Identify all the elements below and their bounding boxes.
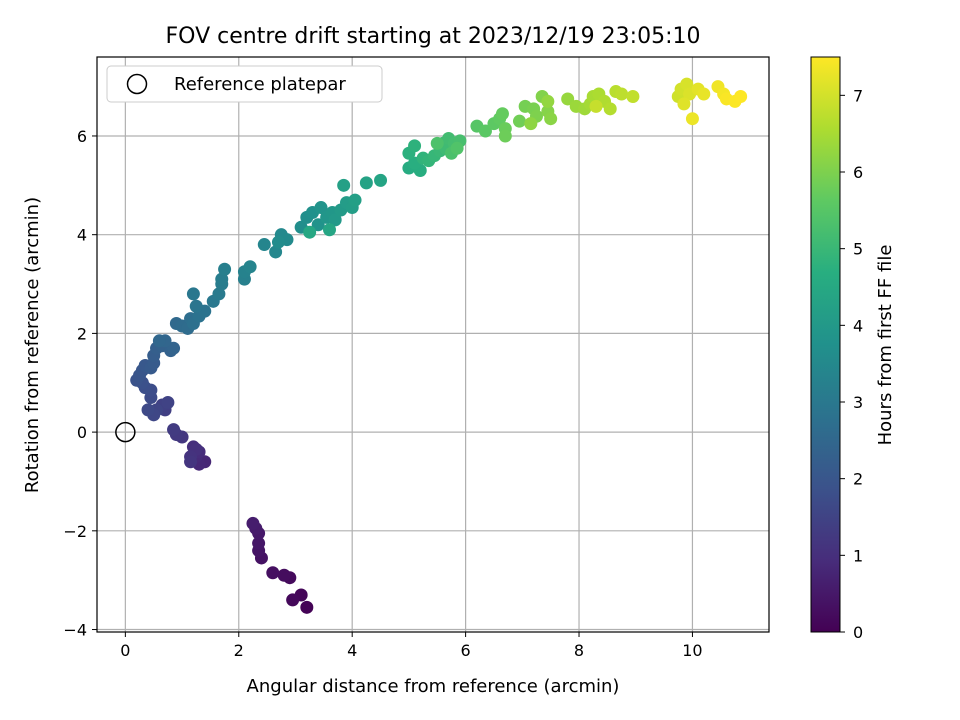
data-point-117	[541, 94, 555, 108]
data-point-59	[218, 262, 232, 276]
data-point-108	[498, 129, 512, 143]
x-tick-label: 4	[347, 641, 357, 660]
colorbar-tick-label: 7	[853, 86, 863, 105]
data-point-134	[677, 97, 691, 111]
data-point-8	[252, 536, 266, 550]
data-point-106	[495, 107, 509, 121]
data-point-45	[152, 334, 166, 348]
y-axis-label: Rotation from reference (arcmin)	[22, 197, 43, 493]
data-point-129	[589, 99, 603, 113]
data-point-137	[685, 112, 699, 126]
grid-lines	[97, 57, 769, 632]
data-point-103	[478, 124, 492, 138]
colorbar-gradient	[810, 56, 841, 633]
reference-point-marker	[115, 421, 136, 443]
data-point-116	[524, 117, 538, 131]
data-point-54	[186, 287, 200, 301]
plot-frame	[96, 56, 770, 633]
y-tick-label: 2	[77, 324, 87, 343]
data-point-125	[603, 102, 617, 116]
colorbar-tick-label: 2	[853, 470, 863, 489]
data-point-58	[215, 272, 229, 286]
data-point-2	[286, 593, 300, 607]
data-point-67	[271, 235, 285, 249]
colorbar-tick-label: 1	[853, 546, 863, 565]
colorbar-label: Hours from first FF file	[875, 245, 896, 446]
colorbar-tick-label: 3	[853, 393, 863, 412]
y-axis-ticks: −4 −2 0 2 4 6	[63, 127, 97, 640]
data-point-63	[257, 238, 271, 252]
data-point-109	[512, 114, 526, 128]
x-axis-label: Angular distance from reference (arcmin)	[247, 676, 620, 697]
data-point-132	[680, 77, 694, 91]
y-tick-label: −4	[63, 621, 87, 640]
legend-box	[106, 65, 383, 103]
x-tick-label: 8	[574, 641, 584, 660]
chart-title: FOV centre drift starting at 2023/12/19 …	[166, 24, 701, 49]
data-point-115	[544, 112, 558, 126]
x-tick-label: 0	[120, 641, 130, 660]
colorbar: 0 1 2 3 4 5 6 7 Hours from first FF file	[810, 56, 896, 642]
y-tick-label: 0	[77, 423, 87, 442]
data-point-128	[626, 89, 640, 103]
colorbar-tick-label: 5	[853, 240, 863, 259]
data-point-82	[374, 173, 388, 187]
data-point-64	[269, 245, 283, 259]
data-point-25	[161, 395, 175, 409]
data-point-71	[311, 218, 325, 232]
colorbar-ticks: 0 1 2 3 4 5 6 7	[840, 86, 863, 642]
x-tick-label: 10	[682, 641, 702, 660]
data-point-118	[561, 92, 575, 106]
data-points	[130, 77, 748, 614]
data-point-89	[408, 139, 422, 153]
data-point-4	[277, 568, 291, 582]
legend-marker-icon	[126, 73, 148, 95]
data-point-53	[189, 299, 203, 313]
data-point-127	[615, 87, 629, 101]
colorbar-tick-label: 4	[853, 316, 863, 335]
legend-label: Reference platepar	[174, 74, 346, 95]
y-tick-label: 6	[77, 127, 87, 146]
x-tick-label: 6	[461, 641, 471, 660]
data-point-101	[450, 141, 464, 155]
data-point-142	[734, 89, 748, 103]
data-point-84	[303, 225, 317, 239]
data-point-80	[337, 178, 351, 192]
data-point-5	[266, 566, 280, 580]
data-point-83	[323, 223, 337, 237]
x-tick-label: 2	[234, 641, 244, 660]
data-point-62	[243, 260, 257, 274]
data-point-43	[167, 341, 181, 355]
data-point-100	[430, 136, 444, 150]
data-point-81	[359, 176, 373, 190]
data-point-136	[697, 87, 711, 101]
data-point-28	[141, 403, 155, 417]
data-point-11	[246, 516, 260, 530]
colorbar-tick-label: 6	[853, 163, 863, 182]
y-tick-label: −2	[63, 522, 87, 541]
data-point-0	[300, 600, 314, 614]
y-tick-label: 4	[77, 226, 87, 245]
data-point-22	[167, 423, 181, 437]
x-axis-ticks: 0 2 4 6 8 10	[120, 632, 703, 660]
legend: Reference platepar	[106, 65, 383, 103]
data-point-75	[328, 213, 342, 227]
data-point-79	[348, 193, 362, 207]
data-point-19	[184, 455, 198, 469]
data-point-72	[314, 201, 328, 215]
data-point-56	[212, 287, 226, 301]
colorbar-tick-label: 0	[853, 623, 863, 642]
